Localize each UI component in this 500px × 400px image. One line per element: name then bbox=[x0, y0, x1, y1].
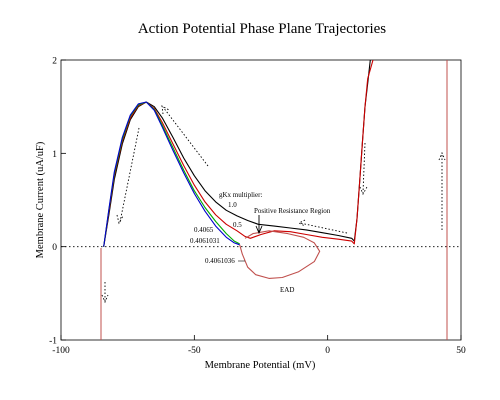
direction-arrows bbox=[101, 105, 446, 304]
series-line-0 bbox=[103, 60, 371, 247]
multiplier-0-4061031: 0.4061031 bbox=[190, 237, 220, 245]
positive-resistance-label: Positive Resistance Region bbox=[254, 207, 331, 215]
arrow-right-up bbox=[438, 151, 446, 230]
arrow-plateau-left bbox=[297, 219, 348, 234]
x-axis-label: Membrane Potential (mV) bbox=[205, 360, 316, 371]
ead-label: EAD bbox=[280, 286, 294, 294]
x-tick-label: 50 bbox=[456, 346, 466, 356]
y-axis-label: Membrane Current (uA/uF) bbox=[35, 141, 46, 258]
annotations: gKx multiplier: 1.0 0.5 0.4065 0.4061031… bbox=[190, 191, 331, 294]
multiplier-0-4061036: 0.4061036 bbox=[205, 257, 235, 265]
stimulus-reference-lines bbox=[100, 60, 448, 340]
series-line-1 bbox=[103, 60, 374, 247]
arrow-descending-left bbox=[116, 127, 140, 225]
x-tick-label: -100 bbox=[52, 346, 70, 356]
plot-frame bbox=[60, 59, 462, 341]
series-line-4 bbox=[239, 230, 321, 279]
arrow-peak-left bbox=[161, 105, 209, 167]
series-line-2 bbox=[103, 101, 240, 247]
y-tick-label: 2 bbox=[52, 57, 57, 67]
y-tick-label: 0 bbox=[52, 243, 57, 253]
arrow-bottom-down bbox=[101, 282, 109, 304]
x-tick-label: -50 bbox=[188, 346, 201, 356]
x-tick-label: 0 bbox=[325, 346, 330, 356]
arrow-region-pointer bbox=[255, 215, 263, 235]
multiplier-1-0: 1.0 bbox=[228, 201, 237, 209]
arrow-upstroke-down bbox=[359, 142, 368, 196]
multiplier-0-4065: 0.4065 bbox=[194, 226, 214, 234]
legend-title: gKx multiplier: bbox=[219, 191, 262, 199]
y-tick-label: -1 bbox=[49, 337, 57, 347]
series-line-3 bbox=[103, 101, 240, 247]
multiplier-0-5: 0.5 bbox=[233, 221, 242, 229]
y-tick-label: 1 bbox=[52, 150, 57, 160]
chart-title: Action Potential Phase Plane Trajectorie… bbox=[138, 21, 386, 37]
